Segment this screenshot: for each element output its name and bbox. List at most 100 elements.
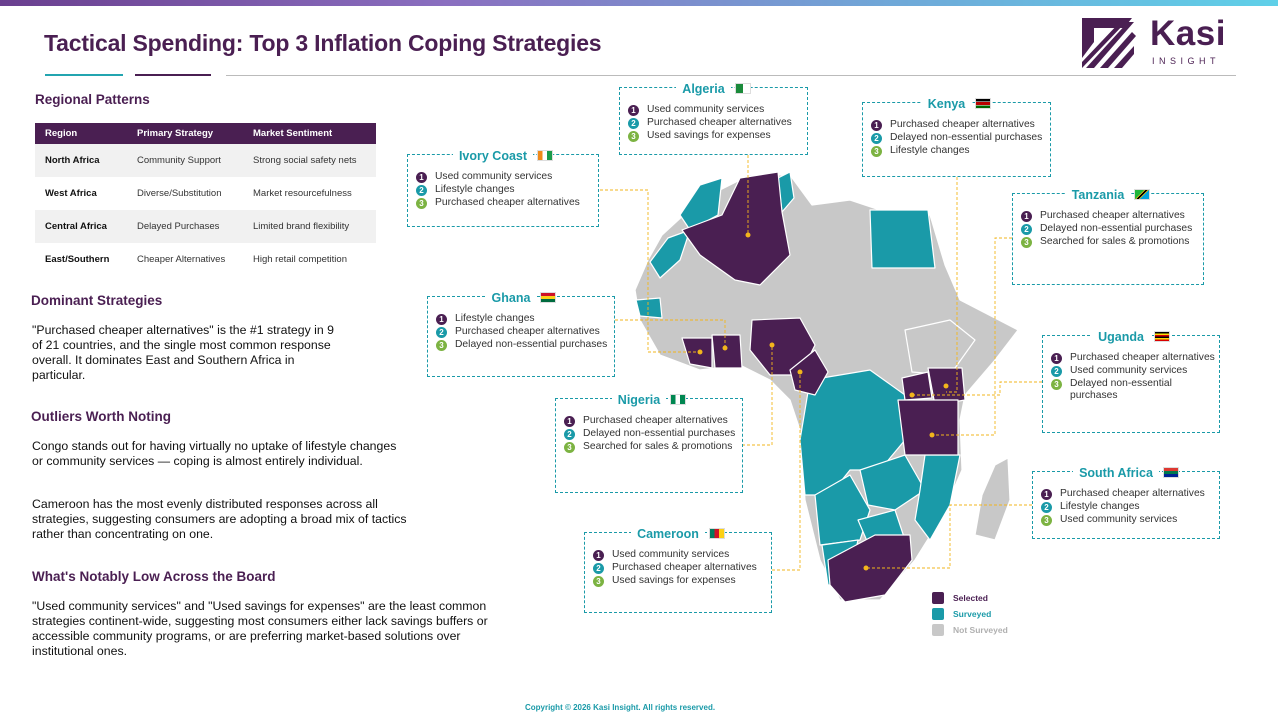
strategy-item: 2 Used community services	[1051, 365, 1215, 378]
strategy-item: 3 Delayed non-essential purchases	[436, 339, 610, 352]
country-card-ivory-coast: Ivory Coast 1 Used community services 2 Li…	[407, 149, 599, 227]
strategy-item: 1 Purchased cheaper alternatives	[1051, 352, 1215, 365]
legend-item-not-surveyed: Not Surveyed	[932, 624, 1008, 640]
ivory-coast-flag-icon	[537, 150, 554, 162]
country-card-south-africa: South Africa 1 Purchased cheaper alternat…	[1032, 466, 1220, 539]
country-name: Tanzania	[1065, 188, 1131, 202]
strategy-item: 3 Used community services	[1041, 514, 1215, 527]
table-cell: Diverse/Substitution	[137, 188, 222, 199]
strategy-item: 1 Lifestyle changes	[436, 313, 610, 326]
column-header: Market Sentiment	[243, 123, 376, 144]
country-card-cameroon: Cameroon 1 Used community services 2 Purch…	[584, 527, 772, 613]
table-cell: West Africa	[45, 188, 97, 199]
map-country-tanzania	[897, 399, 959, 456]
cameroon-flag-icon	[708, 528, 725, 540]
low-text: "Used community services" and "Used savi…	[32, 599, 488, 658]
strategy-item: 3 Purchased cheaper alternatives	[416, 197, 594, 210]
column-header: Region	[35, 123, 127, 144]
table-cell: North Africa	[35, 144, 127, 177]
tanzania-flag-icon	[1134, 189, 1151, 201]
logo-tagline: INSIGHT	[1152, 56, 1221, 66]
country-card-uganda: Uganda 1 Purchased cheaper alternatives 2…	[1042, 330, 1220, 433]
south-africa-flag-icon	[1162, 467, 1179, 479]
strategy-item: 3 Used savings for expenses	[628, 130, 803, 143]
page-title: Tactical Spending: Top 3 Inflation Copin…	[44, 30, 602, 56]
country-card-ghana: Ghana 1 Lifestyle changes 2 Purchased chea…	[427, 291, 615, 377]
low-heading: What's Notably Low Across the Board	[32, 569, 276, 584]
map-country-western-sahara	[649, 229, 691, 279]
strategy-item: 1 Purchased cheaper alternatives	[1041, 488, 1215, 501]
strategy-item: 1 Used community services	[593, 549, 767, 562]
outliers-text-congo: Congo stands out for having virtually no…	[32, 439, 397, 468]
kasi-logo: Kasi INSIGHT	[1080, 14, 1240, 72]
map-country-egypt	[869, 209, 936, 269]
dominant-heading: Dominant Strategies	[31, 293, 163, 308]
strategy-item: 3 Searched for sales & promotions	[1021, 236, 1199, 249]
strategy-item: 1 Purchased cheaper alternatives	[1021, 210, 1199, 223]
map-country-madagascar	[974, 457, 1011, 541]
strategy-item: 2 Purchased cheaper alternatives	[436, 326, 610, 339]
title-accent-line	[135, 74, 211, 76]
country-name: Kenya	[921, 97, 972, 111]
map-country-ethiopia	[904, 319, 976, 376]
regional-table: Region Primary Strategy Market Sentiment…	[35, 123, 376, 276]
country-name: Ivory Coast	[452, 149, 534, 163]
strategy-item: 3 Lifestyle changes	[871, 145, 1046, 158]
kenya-flag-icon	[975, 98, 992, 110]
table-cell: East/Southern	[45, 254, 110, 265]
table-cell: Limited brand flexibility	[243, 210, 376, 243]
legend-item-selected: Selected	[932, 592, 1008, 608]
strategy-item: 1 Used community services	[628, 104, 803, 117]
regional-heading: Regional Patterns	[35, 92, 150, 107]
table-cell: High retail competition	[253, 254, 347, 265]
map-country-uganda	[901, 371, 933, 401]
top-gradient-bar	[0, 0, 1278, 6]
country-name: Ghana	[485, 291, 537, 305]
table-cell: Cheaper Alternatives	[137, 254, 226, 265]
country-name: Algeria	[676, 82, 731, 96]
algeria-flag-icon	[734, 83, 751, 95]
country-card-algeria: Algeria 1 Used community services 2 Purcha…	[619, 82, 808, 155]
strategy-item: 1 Purchased cheaper alternatives	[564, 415, 738, 428]
map-country-ivory-coast	[711, 334, 743, 369]
strategy-item: 2 Lifestyle changes	[416, 184, 594, 197]
ghana-flag-icon	[540, 292, 557, 304]
map-country-algeria	[681, 171, 791, 286]
strategy-item: 3 Delayed non-essential purchases	[1051, 378, 1215, 404]
country-name: Nigeria	[611, 393, 667, 407]
title-divider	[226, 75, 1236, 76]
strategy-item: 1 Used community services	[416, 171, 594, 184]
connector-lines	[600, 155, 1042, 571]
map-country-ghana	[681, 337, 713, 369]
column-header: Primary Strategy	[127, 123, 243, 144]
map-country-mozambique	[914, 454, 961, 541]
map-legend: Selected Surveyed Not Surveyed	[932, 592, 1008, 640]
strategy-item: 2 Delayed non-essential purchases	[564, 428, 738, 441]
country-card-tanzania: Tanzania 1 Purchased cheaper alternatives…	[1012, 188, 1204, 285]
table-row: Central Africa Delayed Purchases Limited…	[35, 210, 376, 243]
nigeria-flag-icon	[670, 394, 687, 406]
strategy-item: 2 Purchased cheaper alternatives	[628, 117, 803, 130]
strategy-item: 2 Delayed non-essential purchases	[1021, 223, 1199, 236]
strategy-item: 2 Delayed non-essential purchases	[871, 132, 1046, 145]
outliers-text-cameroon: Cameroon has the most evenly distributed…	[32, 497, 407, 541]
legend-item-surveyed: Surveyed	[932, 608, 1008, 624]
strategy-item: 1 Purchased cheaper alternatives	[871, 119, 1046, 132]
table-row: North Africa Community Support Strong so…	[35, 144, 376, 177]
country-card-nigeria: Nigeria 1 Purchased cheaper alternatives …	[555, 393, 743, 493]
strategy-item: 2 Lifestyle changes	[1041, 501, 1215, 514]
title-accent-line	[45, 74, 123, 76]
table-cell: Delayed Purchases	[127, 210, 243, 243]
strategy-item: 3 Searched for sales & promotions	[564, 441, 738, 454]
strategy-item: 2 Purchased cheaper alternatives	[593, 562, 767, 575]
table-cell: Market resourcefulness	[253, 188, 352, 199]
map-country-cameroon	[789, 349, 829, 396]
map-country-south-africa	[827, 534, 913, 603]
copyright-footer: Copyright © 2026 Kasi Insight. All right…	[524, 703, 716, 712]
table-row: West Africa Diverse/Substitution Market …	[35, 177, 376, 210]
uganda-flag-icon	[1153, 331, 1170, 343]
table-cell: Community Support	[127, 144, 243, 177]
